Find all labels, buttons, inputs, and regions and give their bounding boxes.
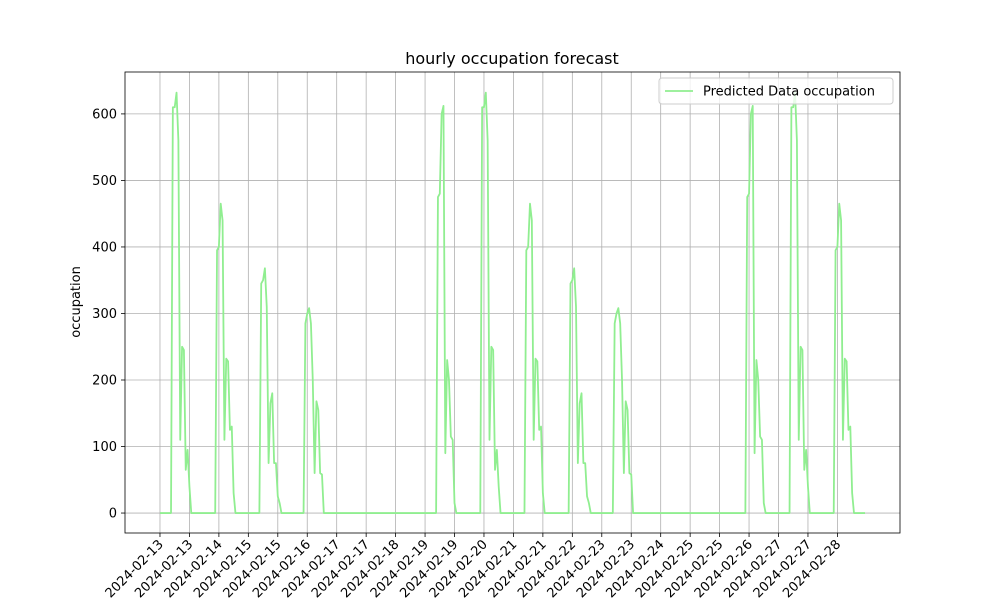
chart-title: hourly occupation forecast: [405, 49, 619, 68]
y-axis-label: occupation: [69, 266, 84, 338]
y-tick-label: 100: [92, 440, 117, 455]
legend-label: Predicted Data occupation: [703, 85, 875, 100]
y-tick-label: 200: [92, 373, 117, 388]
legend-box: [658, 77, 894, 105]
y-tick-label: 500: [92, 174, 117, 189]
y-tick-label: 600: [92, 107, 117, 122]
y-tick-label: 400: [92, 240, 117, 255]
axes-frame: [124, 71, 901, 534]
data-line: [159, 91, 866, 514]
y-tick-label: 0: [109, 507, 117, 522]
y-tick-label: 300: [92, 307, 117, 322]
